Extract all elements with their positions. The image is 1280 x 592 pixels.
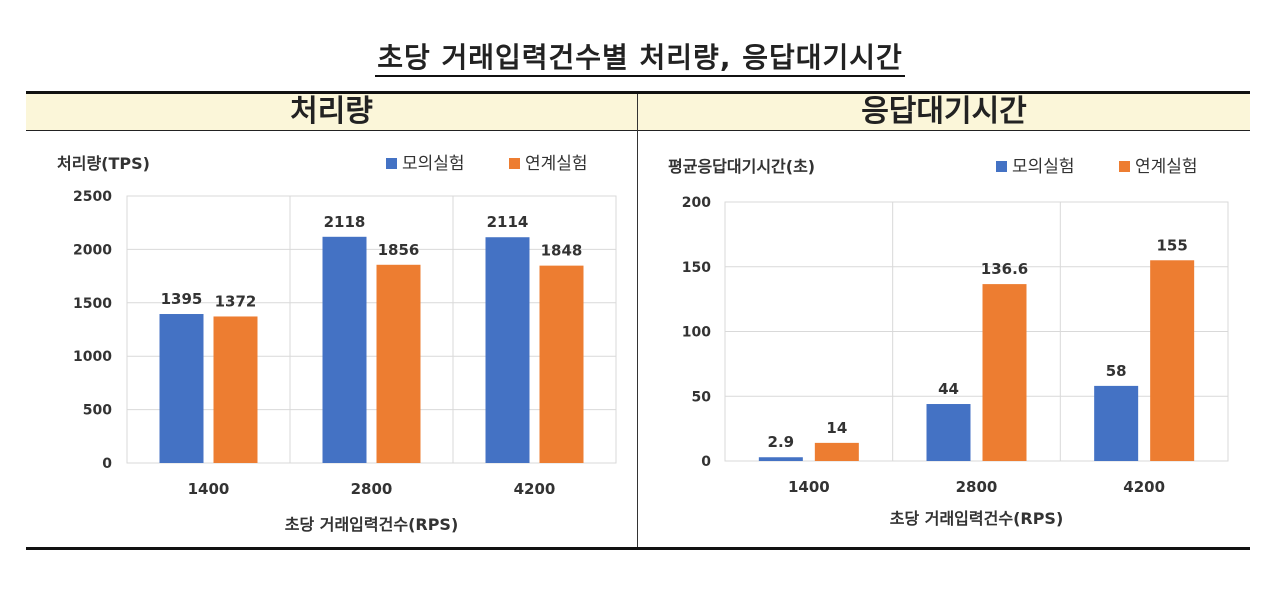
x-tick-label: 1400 bbox=[788, 478, 830, 496]
legend-swatch bbox=[509, 158, 520, 169]
legend-swatch bbox=[996, 161, 1007, 172]
data-label: 1372 bbox=[215, 292, 257, 310]
y-tick-label: 0 bbox=[701, 454, 711, 470]
plot-area bbox=[126, 195, 617, 464]
page-title-text: 초당 거래입력건수별 처리량, 응답대기시간 bbox=[375, 41, 905, 77]
bar bbox=[376, 264, 421, 463]
legend-label: 모의실험 bbox=[1012, 157, 1075, 177]
response-time-chart: 0 50 100 150 200 1400 2.9 14 2800 44 136.6 4200 58 15… bbox=[668, 157, 1229, 528]
table-column-divider bbox=[637, 94, 638, 547]
y-tick-label: 500 bbox=[83, 403, 112, 419]
x-axis-label: 초당 거래입력건수(RPS) bbox=[890, 509, 1064, 528]
bar bbox=[758, 457, 803, 461]
x-axis-label: 초당 거래입력건수(RPS) bbox=[285, 515, 459, 534]
bar bbox=[322, 236, 367, 463]
legend-swatch bbox=[386, 158, 397, 169]
y-tick-label: 1500 bbox=[73, 296, 112, 312]
y-tick-label: 2000 bbox=[73, 242, 112, 258]
bar bbox=[926, 404, 971, 461]
data-label: 14 bbox=[826, 419, 847, 437]
data-label: 2118 bbox=[324, 213, 366, 231]
y-tick-label: 100 bbox=[682, 325, 711, 341]
legend-label: 모의실험 bbox=[402, 154, 465, 174]
data-label: 2.9 bbox=[768, 433, 795, 451]
data-label: 58 bbox=[1106, 362, 1127, 380]
y-tick-label: 50 bbox=[692, 389, 712, 405]
y-tick-label: 150 bbox=[682, 260, 711, 276]
bar bbox=[814, 442, 859, 461]
x-tick-label: 2800 bbox=[351, 480, 393, 498]
x-tick-label: 4200 bbox=[1123, 478, 1165, 496]
throughput-chart: 0 500 1000 1500 2000 2500 1400 1395 1372 2800 2118… bbox=[57, 154, 617, 534]
data-label: 1395 bbox=[161, 290, 203, 308]
x-tick-label: 1400 bbox=[188, 480, 230, 498]
bar bbox=[1150, 260, 1195, 461]
page-title: 초당 거래입력건수별 처리량, 응답대기시간 bbox=[0, 36, 1280, 77]
data-label: 1848 bbox=[541, 242, 583, 260]
x-tick-label: 4200 bbox=[514, 480, 556, 498]
data-label: 155 bbox=[1157, 236, 1188, 254]
y-axis-label: 처리량(TPS) bbox=[57, 154, 150, 173]
bar bbox=[485, 237, 530, 463]
y-tick-label: 200 bbox=[682, 195, 711, 211]
y-axis-label: 평균응답대기시간(초) bbox=[668, 157, 815, 176]
bar bbox=[1094, 385, 1139, 461]
y-tick-label: 1000 bbox=[73, 349, 112, 365]
table-top-rule bbox=[26, 91, 1250, 94]
data-label: 2114 bbox=[487, 213, 529, 231]
table-header-band bbox=[26, 94, 1250, 131]
bar bbox=[982, 284, 1027, 461]
table-bottom-rule bbox=[26, 547, 1250, 550]
legend-label: 연계실험 bbox=[525, 154, 588, 174]
data-label: 44 bbox=[938, 380, 959, 398]
left-chart-title: 처리량 bbox=[290, 94, 373, 129]
y-tick-label: 0 bbox=[102, 456, 112, 472]
bar bbox=[539, 265, 584, 463]
data-label: 1856 bbox=[378, 241, 420, 259]
legend-label: 연계실험 bbox=[1135, 157, 1198, 177]
y-tick-label: 2500 bbox=[73, 189, 112, 205]
bar bbox=[213, 316, 258, 463]
bar bbox=[159, 314, 204, 463]
figure-table: 처리량 응답대기시간 bbox=[26, 91, 1250, 550]
x-tick-label: 2800 bbox=[956, 478, 998, 496]
data-label: 136.6 bbox=[981, 260, 1028, 278]
right-chart-title: 응답대기시간 bbox=[861, 94, 1027, 129]
legend-swatch bbox=[1119, 161, 1130, 172]
